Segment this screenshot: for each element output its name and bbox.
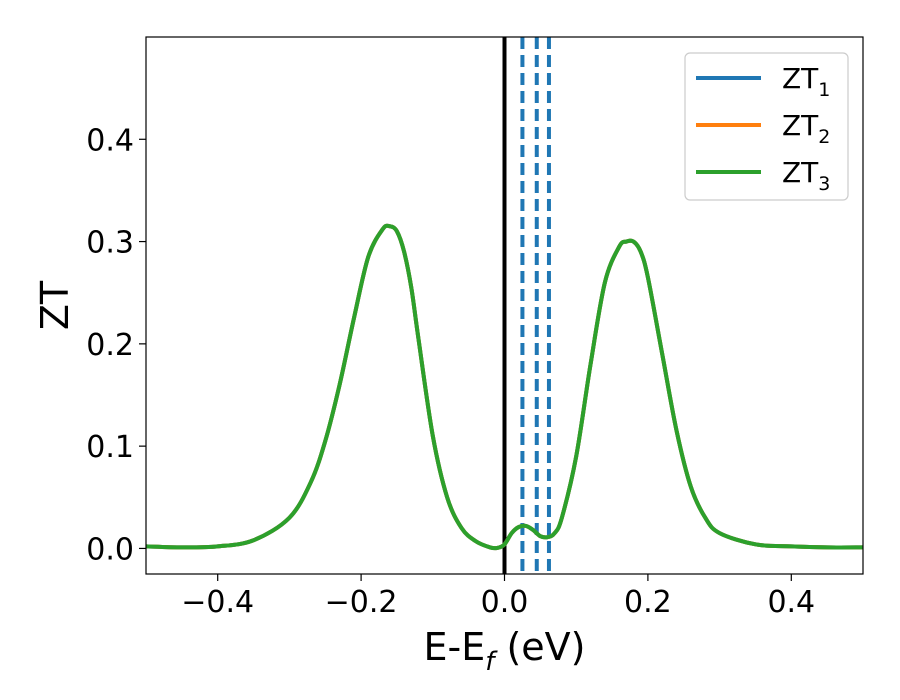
x-tick-label: 0.0 [481, 585, 529, 620]
x-tick-label: −0.2 [325, 585, 398, 620]
series-line-zt3 [146, 223, 863, 551]
legend-label-zt3: ZT3 [782, 156, 830, 195]
x-tick-label: 0.2 [624, 585, 672, 620]
y-tick-label: 0.0 [86, 532, 134, 567]
y-axis-label: ZT [33, 280, 77, 330]
y-tick-label: 0.4 [86, 123, 134, 158]
axis-ticks: −0.4 −0.2 0.0 0.2 0.4 0.0 0.1 0.2 0.3 0.4 [86, 123, 815, 620]
y-tick-label: 0.3 [86, 226, 134, 261]
x-tick-label: 0.4 [767, 585, 815, 620]
x-axis-label: E-Ef (eV) [424, 625, 586, 677]
y-tick-label: 0.1 [86, 430, 134, 465]
plot-lines [146, 37, 863, 574]
legend-box [684, 52, 849, 201]
legend-label-zt2: ZT2 [782, 109, 830, 148]
legend: ZT1 ZT2 ZT3 [684, 52, 849, 201]
x-tick-label: −0.4 [181, 585, 254, 620]
legend-label-zt1: ZT1 [782, 62, 830, 101]
y-tick-label: 0.2 [86, 328, 134, 363]
